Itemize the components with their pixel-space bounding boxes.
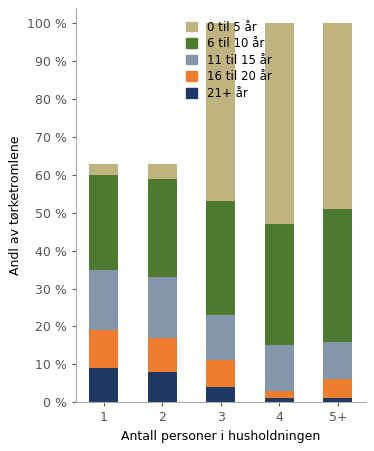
- Bar: [147, 277, 177, 338]
- Bar: [265, 398, 294, 402]
- Bar: [147, 338, 177, 372]
- Bar: [265, 23, 294, 224]
- Bar: [89, 368, 118, 402]
- Bar: [147, 372, 177, 402]
- Bar: [89, 270, 118, 330]
- Bar: [206, 387, 235, 402]
- Bar: [265, 391, 294, 398]
- Bar: [265, 345, 294, 391]
- Bar: [147, 164, 177, 179]
- Bar: [265, 224, 294, 345]
- Bar: [323, 398, 352, 402]
- Bar: [147, 179, 177, 277]
- Legend: 0 til 5 år, 6 til 10 år, 11 til 15 år, 16 til 20 år, 21+ år: 0 til 5 år, 6 til 10 år, 11 til 15 år, 1…: [183, 18, 274, 102]
- Bar: [323, 23, 352, 209]
- Bar: [323, 379, 352, 398]
- Bar: [89, 164, 118, 175]
- Bar: [206, 23, 235, 202]
- Bar: [89, 330, 118, 368]
- Bar: [206, 202, 235, 315]
- Y-axis label: Andl av tørketromlene: Andl av tørketromlene: [8, 135, 21, 275]
- Bar: [206, 315, 235, 360]
- Bar: [89, 175, 118, 270]
- Bar: [323, 341, 352, 379]
- Bar: [206, 360, 235, 387]
- Bar: [323, 209, 352, 341]
- X-axis label: Antall personer i husholdningen: Antall personer i husholdningen: [121, 430, 321, 443]
